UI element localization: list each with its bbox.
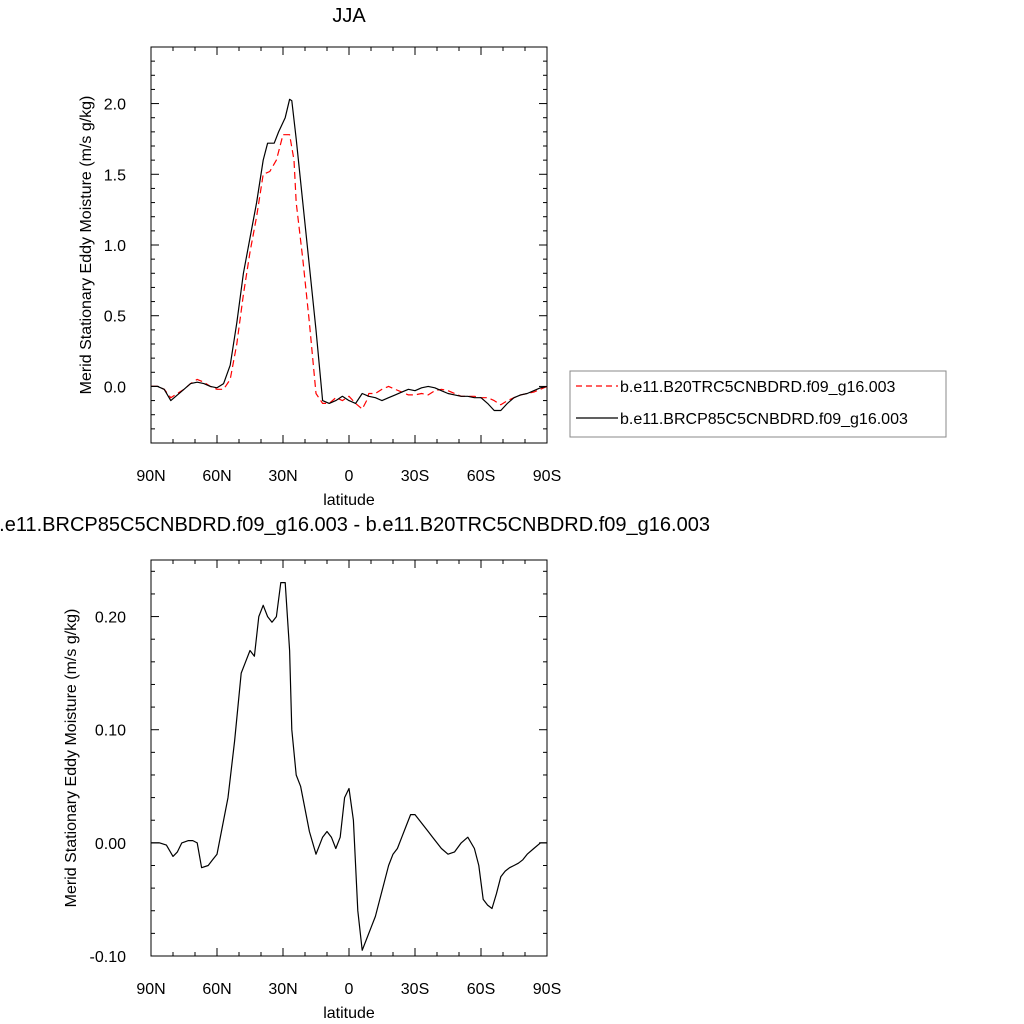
top-series-lines: [151, 98, 548, 412]
bottom-x-tick-label: 30S: [401, 981, 429, 998]
top-x-tick-label: 30S: [401, 468, 429, 485]
top-y-tick-labels: 0.0 0.5 1.0 1.5 2.0: [104, 97, 126, 397]
bottom-x-axis-title: latitude: [323, 1005, 375, 1022]
bottom-x-tick-labels: 90N 60N 30N 0 30S 60S 90S: [136, 981, 561, 998]
top-panel: JJA 90N 60N 30N 0 30S 60S 90S 0.0 0.5 1.…: [78, 5, 947, 509]
top-x-tick-label: 90N: [136, 468, 165, 485]
bottom-x-tick-label: 90N: [136, 981, 165, 998]
top-y-axis-title: Merid Stationary Eddy Moisture (m/s g/kg…: [78, 96, 95, 395]
legend: b.e11.B20TRC5CNBDRD.f09_g16.003 b.e11.BR…: [569, 370, 947, 438]
top-x-tick-label: 0: [345, 468, 354, 485]
bottom-series-line-1: [151, 581, 547, 951]
bottom-x-tick-label: 0: [345, 981, 354, 998]
top-y-tick-label: 0.0: [104, 379, 126, 396]
bottom-plot-frame: [150, 559, 548, 957]
top-axis-ticks: [150, 46, 548, 444]
bottom-y-tick-label: 0.10: [95, 723, 126, 740]
bottom-y-tick-label: 0.20: [95, 610, 126, 627]
top-x-tick-labels: 90N 60N 30N 0 30S 60S 90S: [136, 468, 561, 485]
top-series-line-1: [151, 134, 548, 410]
bottom-y-tick-label: -0.10: [90, 949, 127, 966]
top-x-axis-title: latitude: [323, 492, 375, 509]
top-y-tick-label: 0.5: [104, 309, 126, 326]
top-plot-title: JJA: [332, 5, 366, 27]
bottom-y-axis-title: Merid Stationary Eddy Moisture (m/s g/kg…: [63, 609, 80, 908]
top-y-tick-label: 1.5: [104, 167, 126, 184]
top-y-tick-label: 2.0: [104, 97, 126, 114]
legend-label-series-2: b.e11.BRCP85C5CNBDRD.f09_g16.003: [620, 411, 908, 428]
bottom-axis-ticks: [150, 560, 548, 957]
top-x-tick-label: 30N: [268, 468, 297, 485]
top-series-line-2: [151, 98, 548, 412]
bottom-series-lines: [151, 581, 547, 951]
bottom-x-tick-label: 30N: [268, 981, 297, 998]
top-x-tick-label: 60N: [202, 468, 231, 485]
top-x-tick-label: 90S: [533, 468, 561, 485]
bottom-y-tick-labels: -0.10 0.00 0.10 0.20: [90, 610, 127, 966]
legend-box: [569, 370, 947, 438]
top-plot-frame: [150, 46, 548, 444]
legend-label-series-1: b.e11.B20TRC5CNBDRD.f09_g16.003: [620, 379, 896, 396]
top-y-tick-label: 1.0: [104, 238, 126, 255]
bottom-y-tick-label: 0.00: [95, 836, 126, 853]
bottom-plot-title: b.e11.BRCP85C5CNBDRD.f09_g16.003 - b.e11…: [0, 514, 710, 536]
bottom-x-tick-label: 60S: [467, 981, 495, 998]
bottom-panel: b.e11.BRCP85C5CNBDRD.f09_g16.003 - b.e11…: [0, 514, 710, 1022]
bottom-x-tick-label: 90S: [533, 981, 561, 998]
bottom-x-tick-label: 60N: [202, 981, 231, 998]
top-x-tick-label: 60S: [467, 468, 495, 485]
